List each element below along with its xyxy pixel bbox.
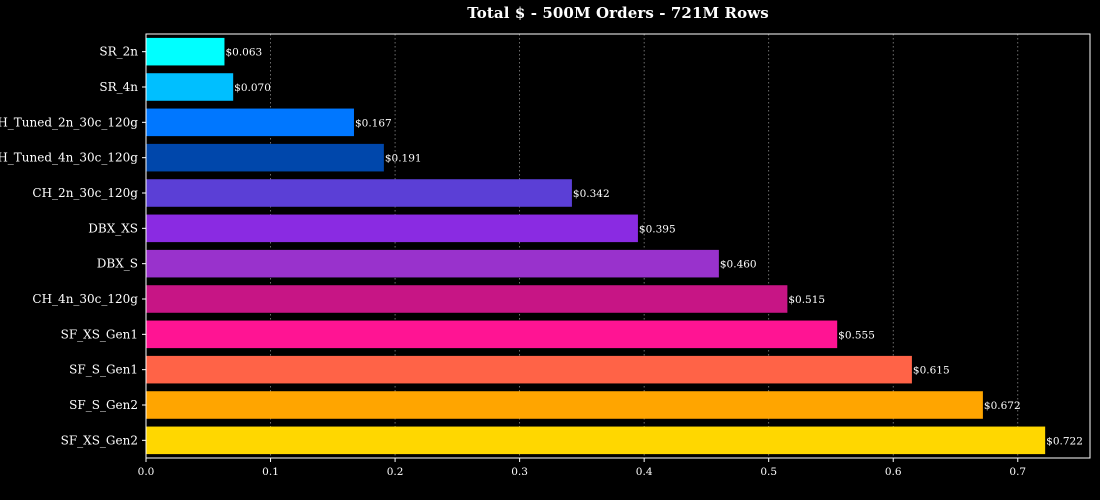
x-tick-label: 0.4 bbox=[636, 466, 653, 478]
value-labels: $0.063 $0.070 $0.167 $0.191 $0.342 $0.395 $0.4… bbox=[225, 47, 1082, 448]
category-label: DBX_XS bbox=[88, 221, 138, 235]
bar-value-label: $0.167 bbox=[355, 117, 392, 129]
bar-value-label: $0.555 bbox=[838, 329, 875, 341]
gridlines bbox=[270, 34, 1019, 458]
category-label: DBX_S bbox=[97, 257, 138, 271]
category-label: SF_XS_Gen2 bbox=[61, 433, 138, 447]
x-axis-ticks: 0.0 0.1 0.2 0.3 0.4 0.5 0.6 0.7 bbox=[138, 458, 1026, 478]
x-tick-label: 0.0 bbox=[138, 466, 155, 478]
plot-frame bbox=[145, 33, 1091, 459]
x-tick-label: 0.7 bbox=[1009, 466, 1026, 478]
category-label: SF_XS_Gen1 bbox=[61, 327, 138, 341]
bar-value-label: $0.615 bbox=[913, 365, 950, 377]
bar bbox=[146, 108, 354, 137]
bar-value-label: $0.515 bbox=[788, 294, 825, 306]
bar bbox=[146, 143, 384, 172]
x-tick-label: 0.6 bbox=[885, 466, 902, 478]
bar bbox=[146, 214, 638, 243]
category-label: SR_2n bbox=[99, 45, 138, 59]
x-tick-label: 0.5 bbox=[760, 466, 777, 478]
category-label: CH_Tuned_2n_30c_120g bbox=[0, 115, 138, 129]
category-label: CH_Tuned_4n_30c_120g bbox=[0, 151, 138, 165]
category-label: CH_2n_30c_120g bbox=[32, 186, 138, 200]
category-label: SR_4n bbox=[99, 80, 138, 94]
x-tick-label: 0.2 bbox=[387, 466, 404, 478]
bar-value-label: $0.070 bbox=[234, 82, 271, 94]
bar-value-label: $0.672 bbox=[984, 400, 1021, 412]
x-tick-label: 0.1 bbox=[262, 466, 279, 478]
category-label: SF_S_Gen2 bbox=[69, 398, 138, 412]
bars bbox=[146, 37, 1046, 455]
bar bbox=[146, 391, 983, 419]
chart-title: Total $ - 500M Orders - 721M Rows bbox=[467, 4, 769, 22]
category-label: SF_S_Gen1 bbox=[69, 363, 138, 377]
bar-value-label: $0.460 bbox=[720, 259, 757, 271]
x-tick-label: 0.3 bbox=[511, 466, 528, 478]
bar bbox=[146, 426, 1046, 455]
bar-value-label: $0.063 bbox=[225, 47, 262, 59]
bar bbox=[146, 285, 788, 313]
bar bbox=[146, 355, 912, 384]
bar-value-label: $0.722 bbox=[1046, 435, 1083, 447]
bar-value-label: $0.395 bbox=[639, 223, 676, 235]
bar-value-label: $0.342 bbox=[573, 188, 610, 200]
bar-value-label: $0.191 bbox=[385, 153, 422, 165]
category-label: CH_4n_30c_120g bbox=[32, 292, 138, 306]
bar bbox=[146, 73, 234, 101]
bar bbox=[146, 320, 838, 349]
bar bbox=[146, 179, 572, 207]
category-labels: SR_2n SR_4n CH_Tuned_2n_30c_120g CH_Tuned_4… bbox=[0, 45, 146, 447]
bar bbox=[146, 249, 719, 278]
bar bbox=[146, 37, 225, 66]
